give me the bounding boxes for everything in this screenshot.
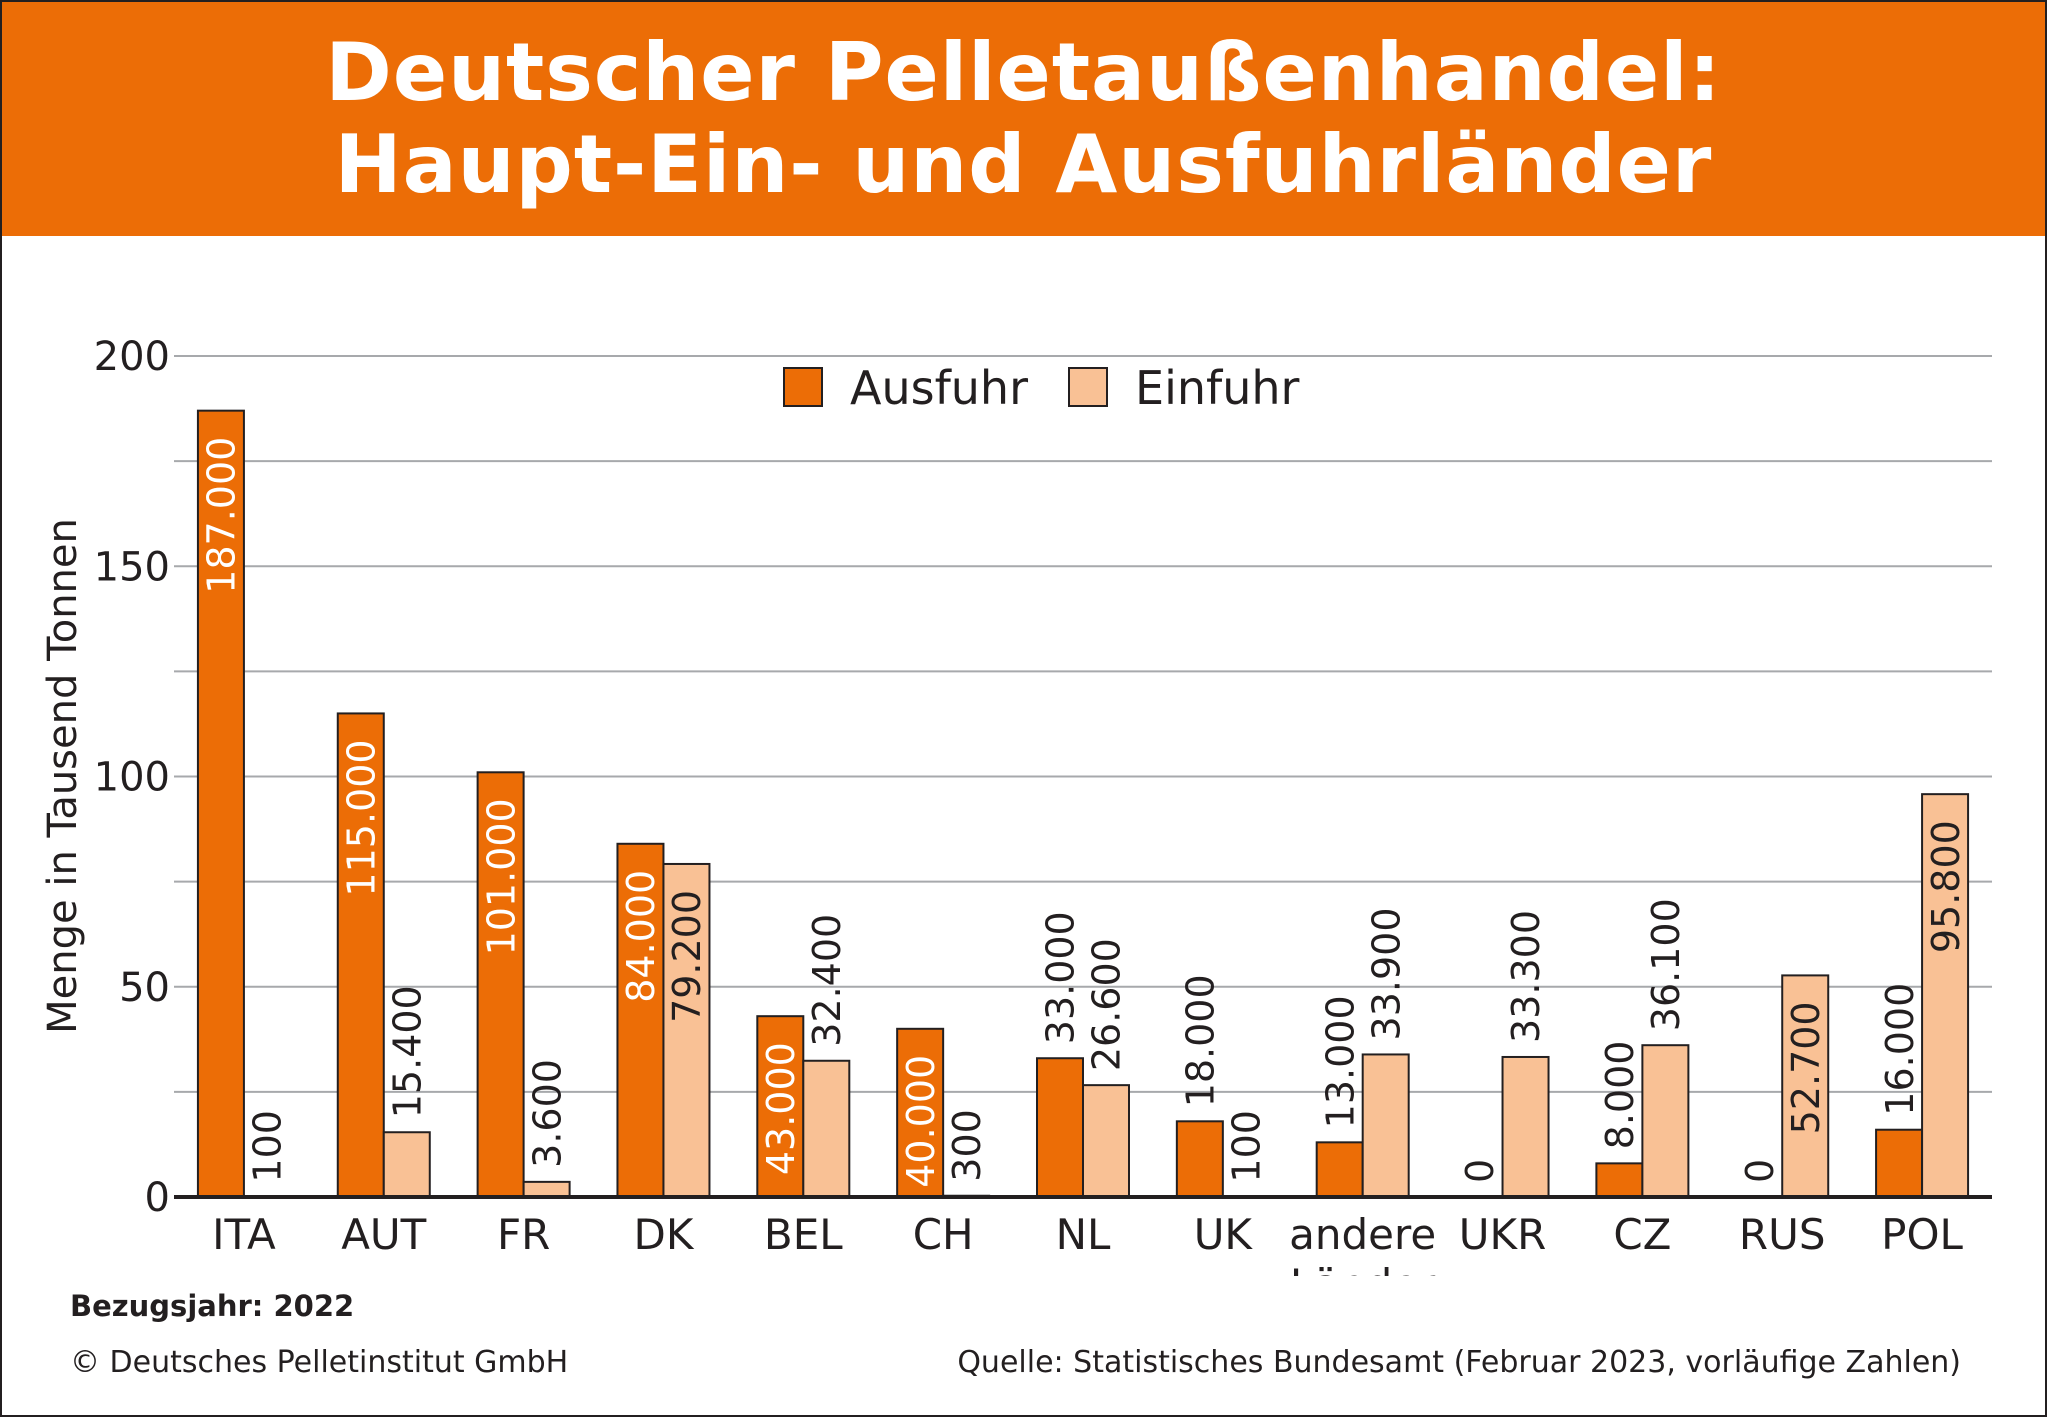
title-banner: Deutscher Pelletaußenhandel: Haupt-Ein- …	[2, 2, 2045, 236]
source-note: Quelle: Statistisches Bundesamt (Februar…	[957, 1345, 1961, 1380]
bar-einfuhr	[1501, 1055, 1550, 1199]
bar-einfuhr	[1082, 1084, 1130, 1198]
bar-einfuhr	[522, 1180, 571, 1198]
title-line-1: Deutscher Pelletaußenhandel:	[325, 26, 1722, 119]
y-tick-label: 150	[94, 544, 170, 590]
y-axis-label: Menge in Tausend Tonnen	[40, 518, 86, 1034]
data-label-ausfuhr: 84.000	[619, 870, 663, 1003]
data-label-ausfuhr: 187.000	[200, 437, 244, 594]
bar-einfuhr	[662, 862, 711, 1198]
x-tick-label: DK	[634, 1210, 695, 1259]
data-label-einfuhr: 36.100	[1644, 898, 1688, 1031]
y-tick-label: 200	[94, 334, 170, 380]
bar-ausfuhr	[1175, 1120, 1224, 1198]
x-tick-label: AUT	[341, 1210, 426, 1259]
x-tick-label: CZ	[1613, 1210, 1671, 1259]
legend-swatch-einfuhr	[1068, 367, 1108, 407]
x-tick-label: Länder	[1290, 1260, 1436, 1276]
bar-ausfuhr	[1315, 1141, 1364, 1199]
x-tick-label: NL	[1056, 1210, 1111, 1259]
bar-einfuhr	[802, 1059, 851, 1198]
y-tick-label: 50	[119, 965, 170, 1011]
data-label-einfuhr: 32.400	[805, 914, 849, 1047]
x-tick-label: BEL	[764, 1210, 843, 1259]
data-label-einfuhr: 15.400	[385, 985, 429, 1118]
bar-einfuhr	[1921, 793, 1970, 1198]
x-tick-label: UK	[1194, 1210, 1254, 1259]
data-label-ausfuhr: 101.000	[479, 798, 523, 955]
data-label-einfuhr: 300	[945, 1109, 989, 1182]
data-label-ausfuhr: 16.000	[1878, 983, 1922, 1116]
bar-einfuhr	[1641, 1044, 1690, 1199]
x-tick-label: POL	[1881, 1210, 1963, 1259]
bar-ausfuhr	[476, 771, 525, 1198]
bar-chart: 0 50 100 150 200 Menge in Tausend Tonnen 187.0…	[40, 334, 1992, 1276]
bar-einfuhr	[382, 1131, 431, 1198]
legend-swatch-ausfuhr	[783, 367, 823, 407]
x-tick-label: FR	[497, 1210, 550, 1259]
data-label-einfuhr: 79.200	[665, 890, 709, 1023]
bar-ausfuhr	[896, 1027, 945, 1198]
bar-ausfuhr	[196, 409, 245, 1199]
bar-einfuhr	[1781, 974, 1830, 1198]
data-label-einfuhr: 3.600	[525, 1059, 569, 1168]
data-label-einfuhr: 52.700	[1784, 1001, 1828, 1134]
legend-label-ausfuhr: Ausfuhr	[850, 361, 1028, 415]
x-tick-label: CH	[913, 1210, 974, 1259]
data-label-ausfuhr: 18.000	[1179, 974, 1223, 1107]
data-label-ausfuhr: 0	[1738, 1159, 1782, 1183]
x-tick-label: ITA	[212, 1210, 276, 1259]
data-label-ausfuhr: 33.000	[1039, 911, 1083, 1044]
data-label-einfuhr: 95.800	[1924, 820, 1968, 953]
data-label-ausfuhr: 43.000	[759, 1042, 803, 1175]
data-label-ausfuhr: 40.000	[899, 1055, 943, 1188]
bar-ausfuhr	[756, 1015, 805, 1198]
data-label-einfuhr: 100	[246, 1110, 290, 1183]
x-tick-label: andere	[1289, 1210, 1436, 1259]
data-label-ausfuhr: 13.000	[1318, 995, 1362, 1128]
data-label-ausfuhr: 0	[1458, 1159, 1502, 1183]
bar-ausfuhr	[1595, 1162, 1644, 1198]
data-label-ausfuhr: 115.000	[339, 739, 383, 896]
bar-ausfuhr	[1875, 1128, 1924, 1198]
x-tick-label: RUS	[1739, 1210, 1826, 1259]
legend-label-einfuhr: Einfuhr	[1135, 361, 1300, 415]
data-label-einfuhr: 33.900	[1364, 907, 1408, 1040]
data-label-einfuhr: 26.600	[1085, 938, 1129, 1071]
y-tick-label: 100	[94, 755, 170, 801]
reference-year: Bezugsjahr: 2022	[70, 1289, 355, 1323]
x-tick-label: UKR	[1459, 1210, 1546, 1259]
data-label-ausfuhr: 8.000	[1598, 1041, 1642, 1150]
y-tick-label: 0	[145, 1175, 170, 1221]
title-line-2: Haupt-Ein- und Ausfuhrländer	[334, 118, 1713, 211]
data-label-einfuhr: 33.300	[1504, 910, 1548, 1043]
bar-einfuhr	[1361, 1053, 1410, 1198]
data-label-einfuhr: 100	[1225, 1110, 1269, 1183]
bar-ausfuhr	[1036, 1057, 1084, 1198]
copyright-notice: © Deutsches Pelletinstitut GmbH	[70, 1345, 569, 1380]
